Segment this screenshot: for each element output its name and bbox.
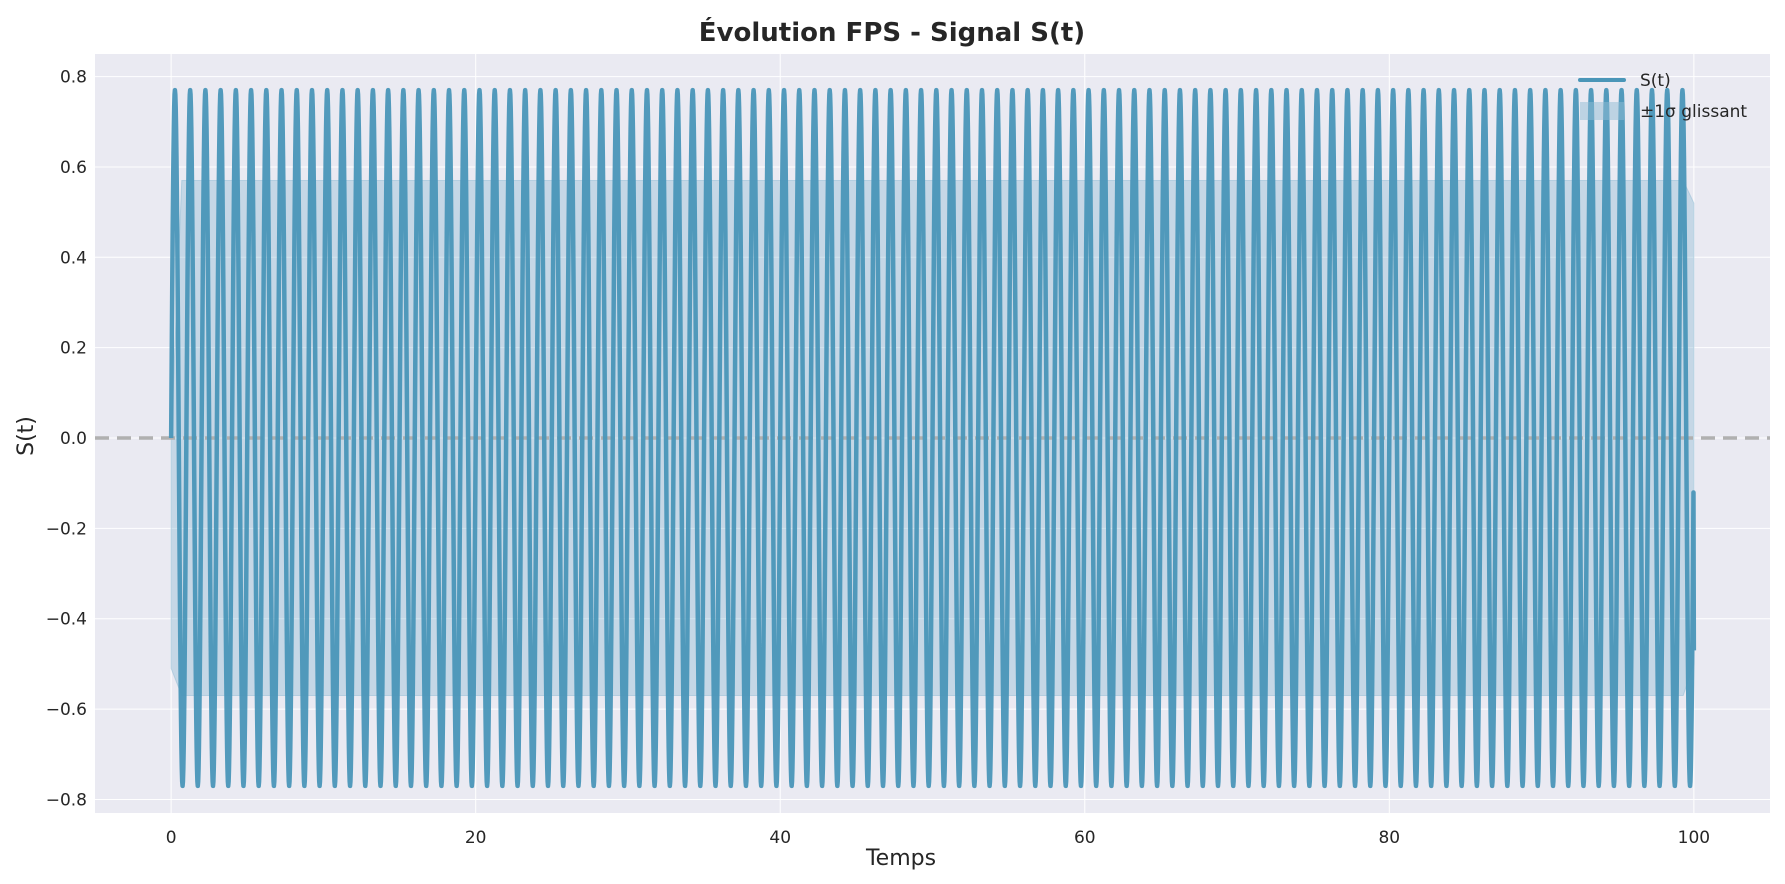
x-tick-label: 80 <box>1378 828 1400 848</box>
x-tick-label: 0 <box>166 828 177 848</box>
x-tick-label: 100 <box>1678 828 1710 848</box>
y-tick-label: −0.2 <box>46 519 87 539</box>
legend-band-swatch <box>1580 102 1624 120</box>
x-tick-label: 20 <box>465 828 487 848</box>
y-tick-label: 0.4 <box>60 248 87 268</box>
y-tick-label: 0.2 <box>60 339 87 359</box>
legend: S(t) ±1σ glissant <box>1578 71 1747 122</box>
legend-label-band: ±1σ glissant <box>1640 102 1747 122</box>
y-tick-label: −0.4 <box>46 610 87 630</box>
y-tick-label: 0.8 <box>60 68 87 88</box>
axis-ticks: 0 20 40 60 80 100 −0.8 −0.6 −0.4 −0.2 0.0 0.2 0.4 0.6… <box>46 68 1710 848</box>
x-tick-label: 40 <box>769 828 791 848</box>
x-axis-label: Temps <box>865 846 936 871</box>
legend-label-signal: S(t) <box>1640 71 1671 91</box>
y-tick-label: 0.0 <box>60 429 87 449</box>
y-tick-label: −0.6 <box>46 700 87 720</box>
y-axis-label: S(t) <box>14 416 39 456</box>
signal-line <box>168 87 1697 789</box>
y-tick-label: −0.8 <box>46 790 87 810</box>
chart-title: Évolution FPS - Signal S(t) <box>699 16 1085 48</box>
y-tick-label: 0.6 <box>60 158 87 178</box>
plot-content <box>95 87 1770 789</box>
x-tick-label: 60 <box>1074 828 1096 848</box>
